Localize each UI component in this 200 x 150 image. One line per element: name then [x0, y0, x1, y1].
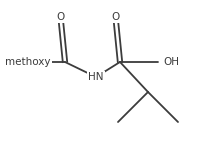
Text: O: O [57, 12, 65, 22]
Text: methoxy: methoxy [5, 57, 50, 67]
Text: HN: HN [88, 72, 103, 82]
Text: OH: OH [162, 57, 178, 67]
Text: O: O [24, 57, 32, 67]
Text: O: O [111, 12, 120, 22]
